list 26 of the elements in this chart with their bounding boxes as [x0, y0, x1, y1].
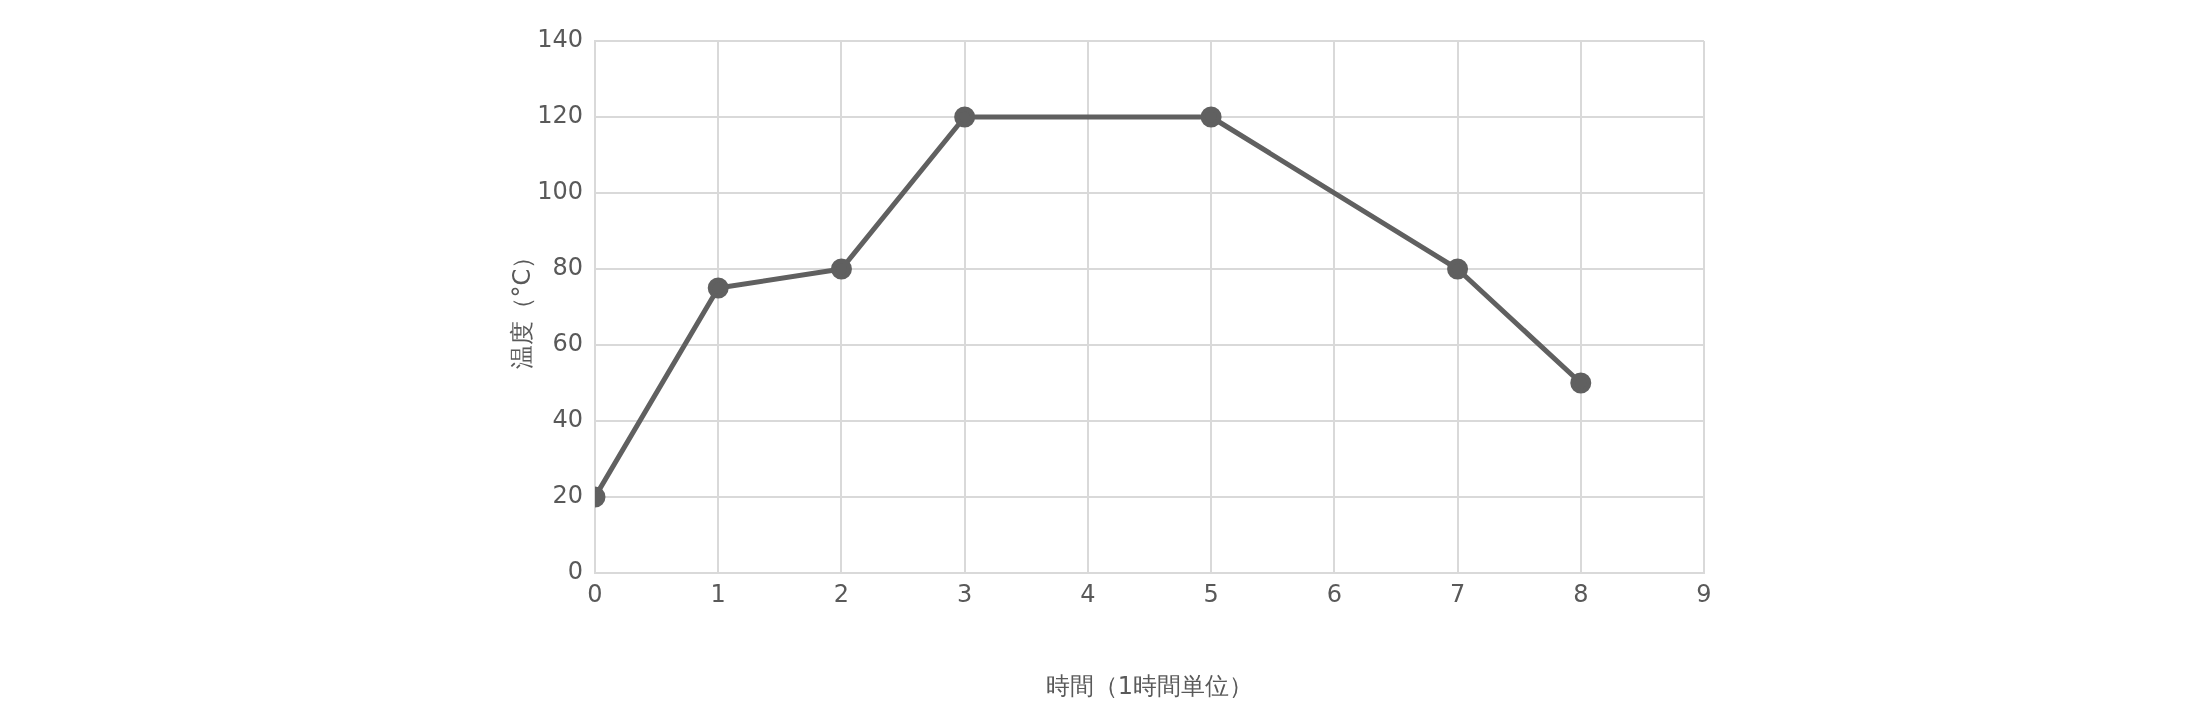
x-tick-label: 3	[957, 579, 973, 608]
y-tick-label: 80	[552, 253, 583, 282]
point	[1570, 372, 1592, 394]
x-tick-label: 7	[1449, 579, 1466, 608]
y-tick-label: 120	[537, 101, 583, 130]
x-tick-label: 2	[833, 579, 850, 608]
y-tick-label: 60	[552, 329, 583, 358]
y-tick-label: 0	[567, 557, 583, 586]
y-tick-label: 140	[537, 25, 583, 54]
x-tick-label: 4	[1080, 579, 1096, 608]
y-tick-label: 100	[537, 177, 583, 206]
point	[954, 106, 976, 128]
point	[1447, 258, 1469, 280]
x-axis-title: 時間（1時間単位）	[1045, 671, 1254, 700]
y-tick-label: 20	[552, 481, 583, 510]
x-tick-label: 5	[1203, 579, 1219, 608]
point	[1200, 106, 1222, 128]
point	[707, 277, 729, 299]
point	[830, 258, 852, 280]
y-axis-title: 温度（°C）	[507, 244, 536, 370]
x-tick-label: 0	[587, 579, 603, 608]
x-tick-label: 6	[1326, 579, 1342, 608]
x-tick-label: 9	[1696, 579, 1712, 608]
x-tick-label: 8	[1573, 579, 1589, 608]
y-tick-label: 40	[552, 405, 583, 434]
x-tick-label: 1	[710, 579, 726, 608]
